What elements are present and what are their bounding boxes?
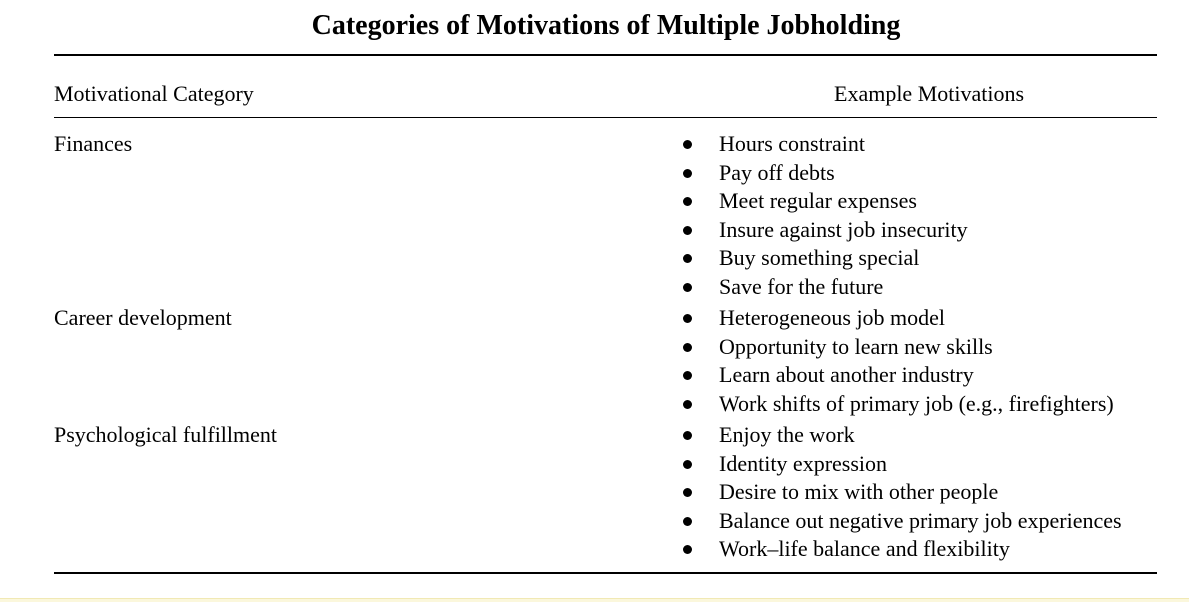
bullet-icon (683, 431, 692, 440)
bullet-icon (683, 225, 692, 235)
list-item-text: Work shifts of primary job (e.g., firefi… (719, 390, 1114, 416)
list-item-text: Heterogeneous job model (719, 305, 946, 330)
list-item: Opportunity to learn new skills (680, 333, 1114, 362)
bullet-icon (683, 254, 692, 263)
bullet-icon (683, 488, 692, 497)
list-item: Insure against job insecurity (680, 216, 968, 245)
list-item: Buy something special (680, 244, 968, 273)
list-item-text: Insure against job insecurity (719, 216, 968, 242)
bullet-icon (683, 459, 692, 469)
bullet-icon (683, 168, 692, 178)
category-psychological-fulfillment: Psychological fulfillment (54, 422, 278, 447)
list-item-text: Identity expression (719, 450, 888, 476)
list-item-text: Desire to mix with other people (719, 479, 999, 504)
list-item-text: Balance out negative primary job experie… (719, 507, 1122, 533)
bottom-rule (54, 572, 1157, 574)
list-item-text: Meet regular expenses (719, 188, 917, 213)
examples-psychological-fulfillment: Enjoy the work Identity expression Desir… (680, 421, 1122, 564)
list-item-text: Save for the future (719, 273, 884, 299)
list-item: Enjoy the work (680, 421, 1122, 450)
examples-finances: Hours constraint Pay off debts Meet regu… (680, 130, 968, 301)
list-item-text: Learn about another industry (719, 362, 974, 387)
list-item: Pay off debts (680, 159, 968, 188)
list-item-text: Opportunity to learn new skills (719, 333, 993, 359)
category-career-development: Career development (54, 305, 232, 330)
list-item-text: Work–life balance and flexibility (719, 536, 1010, 561)
bullet-icon (683, 140, 692, 149)
list-item: Desire to mix with other people (680, 478, 1122, 507)
list-item: Work–life balance and flexibility (680, 535, 1122, 564)
list-item: Identity expression (680, 450, 1122, 479)
list-item: Balance out negative primary job experie… (680, 507, 1122, 536)
bullet-icon (683, 371, 692, 380)
header-rule (54, 117, 1157, 118)
list-item-text: Buy something special (719, 245, 920, 270)
bullet-icon (683, 314, 692, 323)
list-item: Hours constraint (680, 130, 968, 159)
bullet-icon (683, 197, 692, 206)
list-item-text: Enjoy the work (719, 422, 855, 447)
table-title: Categories of Motivations of Multiple Jo… (311, 10, 901, 41)
top-rule (54, 54, 1157, 56)
list-item: Save for the future (680, 273, 968, 302)
list-item: Heterogeneous job model (680, 304, 1114, 333)
bullet-icon (683, 516, 692, 526)
list-item: Work shifts of primary job (e.g., firefi… (680, 390, 1114, 419)
list-item: Meet regular expenses (680, 187, 968, 216)
bullet-icon (683, 545, 692, 554)
bullet-icon (683, 282, 692, 292)
list-item-text: Hours constraint (719, 131, 866, 156)
list-item-text: Pay off debts (719, 159, 835, 185)
header-example-motivations: Example Motivations (834, 81, 1025, 106)
bullet-icon (683, 342, 692, 352)
page-edge (0, 598, 1189, 602)
examples-career-development: Heterogeneous job model Opportunity to l… (680, 304, 1114, 418)
bullet-icon (683, 399, 692, 409)
category-finances: Finances (54, 131, 133, 156)
list-item: Learn about another industry (680, 361, 1114, 390)
header-motivational-category: Motivational Category (54, 81, 254, 106)
